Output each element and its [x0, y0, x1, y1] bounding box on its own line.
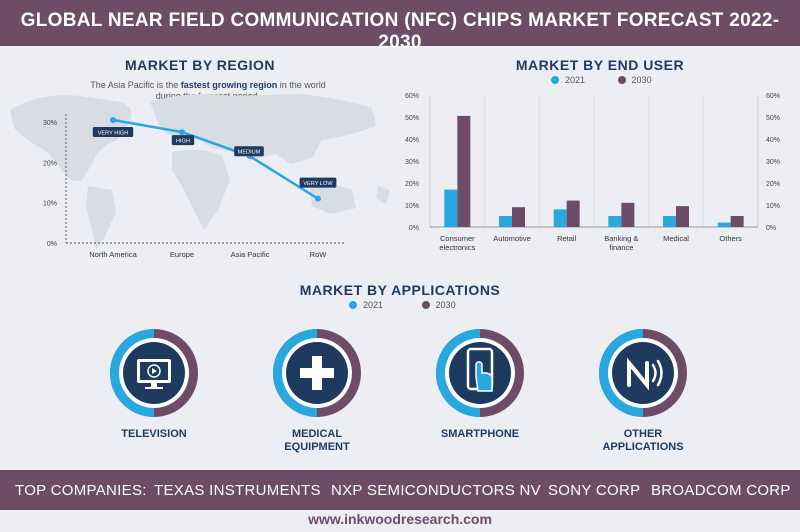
- television-icon: [137, 359, 171, 389]
- region-x-label: North America: [89, 250, 137, 259]
- eu-x-label: Others: [719, 234, 742, 243]
- top-companies-bar: [0, 470, 800, 510]
- website-url[interactable]: www.inkwoodresearch.com: [308, 511, 492, 527]
- company-nxp: NXP SEMICONDUCTORS NV: [331, 482, 541, 499]
- other-applications-label: OTHER APPLICATIONS: [602, 428, 684, 453]
- company-texas-instruments: TEXAS INSTRUMENTS: [154, 482, 321, 499]
- legend-2021-swatch: [551, 76, 559, 84]
- region-y-tick: 30%: [43, 120, 57, 127]
- eu-bar-2021: [499, 216, 512, 227]
- eu-y-tick-left: 40%: [405, 137, 419, 144]
- eu-y-tick-right: 20%: [766, 181, 780, 188]
- eu-y-tick-left: 50%: [405, 115, 419, 122]
- region-y-tick: 10%: [43, 201, 57, 208]
- medical-equipment-label: MEDICAL EQUIPMENT: [284, 428, 350, 453]
- applications-legend: 2021 2030: [349, 300, 509, 310]
- eu-bar-2030: [566, 200, 580, 227]
- region-y-tick: 0%: [47, 241, 57, 248]
- company-sony: SONY CORP: [548, 482, 641, 499]
- region-point: [315, 195, 321, 202]
- television-label: TELEVISION: [121, 428, 187, 440]
- smartphone-donut: [436, 329, 524, 417]
- eu-y-tick-left: 20%: [405, 181, 419, 188]
- applications-icons: [110, 329, 687, 417]
- eu-bar-2030: [676, 206, 689, 227]
- eu-y-tick-right: 30%: [766, 159, 780, 166]
- region-series-line: [112, 118, 319, 200]
- medical-cross-icon: [300, 356, 334, 390]
- medical-equipment-donut: [273, 329, 361, 417]
- eu-bar-2021: [608, 216, 622, 227]
- app-legend-2030-swatch: [421, 301, 430, 309]
- eu-bar-2021: [444, 189, 458, 227]
- region-x-label: RoW: [310, 250, 328, 259]
- eu-y-tick-right: 50%: [766, 115, 780, 122]
- eu-y-tick-right: 40%: [766, 137, 780, 144]
- legend-2030-label: 2030: [631, 75, 652, 85]
- region-line-chart: 0% 10% 20% 30% VERY HIGH North America HIGH Eu…: [10, 94, 390, 259]
- legend-2021-label: 2021: [565, 75, 586, 85]
- app-legend-2021-swatch: [349, 301, 357, 309]
- nfc-icon: [627, 357, 663, 391]
- eu-y-tick-left: 30%: [405, 159, 419, 166]
- region-point-label: MEDIUM: [238, 150, 261, 156]
- smartphone-icon: [466, 347, 494, 392]
- smartphone-label: SMARTPHONE: [440, 428, 520, 440]
- eu-x-label: Consumer: [440, 234, 475, 243]
- region-point-badge: [234, 146, 264, 157]
- page-title: GLOBAL NEAR FIELD COMMUNICATION (NFC) CH…: [20, 10, 780, 53]
- eu-y-tick-right: 60%: [766, 93, 780, 100]
- region-point: [179, 129, 185, 136]
- eu-x-label: electronics: [439, 243, 475, 252]
- eu-y-tick-left: 0%: [409, 225, 419, 232]
- eu-y-tick-right: 10%: [766, 203, 780, 210]
- region-y-tick: 20%: [43, 160, 57, 167]
- other-applications-donut: [599, 329, 687, 417]
- eu-y-tick-left: 10%: [405, 203, 419, 210]
- end-user-bar-chart: 0% 0% 10% 10% 20% 20% 30% 30% 40% 40% 50% 50% 60% 60%…: [405, 93, 780, 252]
- region-point-label: HIGH: [176, 138, 190, 144]
- end-user-legend: 2021 2030: [551, 75, 711, 85]
- eu-x-label: Banking &: [604, 234, 638, 243]
- header-bar: [0, 0, 800, 46]
- world-map-background: [10, 94, 390, 250]
- eu-bar-2030: [457, 115, 471, 227]
- app-legend-2021-label: 2021: [363, 300, 384, 310]
- top-companies-label: TOP COMPANIES:: [15, 482, 147, 499]
- eu-bar-2021: [663, 216, 676, 227]
- region-x-label: Europe: [170, 250, 194, 259]
- region-point-badge: [92, 126, 134, 137]
- eu-x-label: Medical: [663, 234, 689, 243]
- eu-y-tick-left: 60%: [405, 93, 419, 100]
- eu-bar-2030: [621, 202, 635, 227]
- region-point-label: VERY HIGH: [98, 130, 129, 136]
- applications-title: MARKET BY APPLICATIONS: [299, 282, 501, 298]
- eu-x-label: Automotive: [493, 234, 531, 243]
- legend-2030-swatch: [617, 76, 626, 84]
- region-chart-title: MARKET BY REGION: [124, 57, 276, 73]
- end-user-chart-title: MARKET BY END USER: [515, 57, 685, 73]
- region-point-label: VERY LOW: [303, 181, 333, 187]
- region-point-badge: [299, 177, 337, 188]
- region-x-label: Asia Pacific: [231, 250, 270, 259]
- company-broadcom: BROADCOM CORP: [651, 482, 791, 499]
- app-legend-2030-label: 2030: [435, 300, 456, 310]
- eu-x-label: finance: [609, 243, 633, 252]
- eu-bar-2021: [717, 222, 731, 227]
- eu-x-label: Retail: [557, 234, 577, 243]
- eu-bar-2021: [553, 209, 567, 227]
- region-point-badge: [171, 135, 195, 146]
- eu-bar-2030: [512, 207, 525, 227]
- eu-y-tick-right: 0%: [766, 225, 776, 232]
- eu-bar-2030: [730, 216, 744, 227]
- television-donut: [110, 329, 198, 417]
- region-point: [110, 116, 116, 123]
